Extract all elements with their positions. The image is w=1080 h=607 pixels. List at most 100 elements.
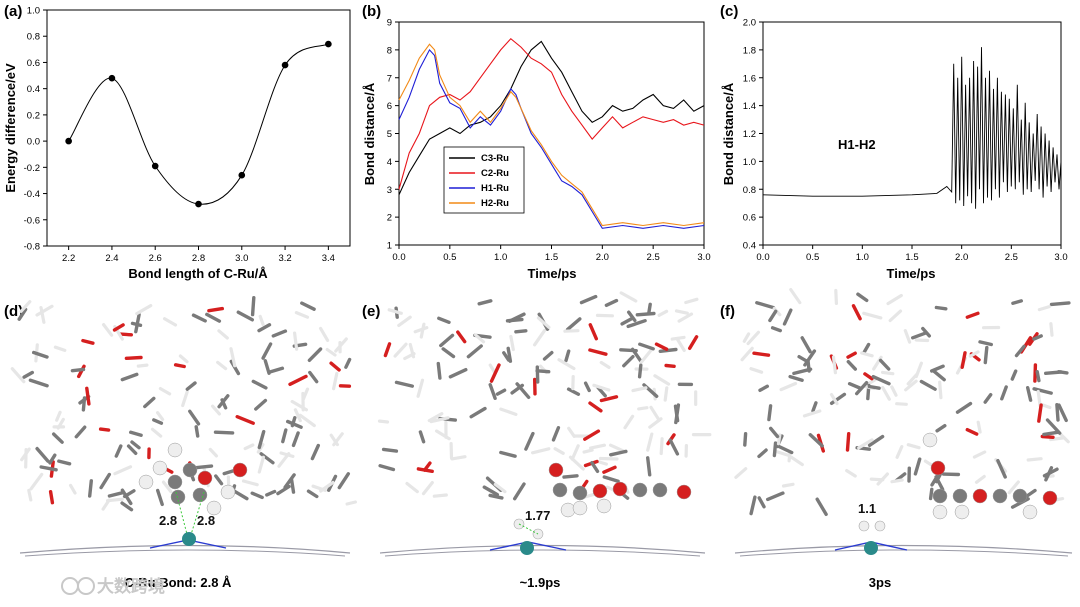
molecule-bond [505, 317, 524, 323]
atom [652, 482, 668, 498]
molecule-bond [749, 495, 757, 516]
atom [138, 474, 154, 490]
panel-d: (d) 2.8 2.8 C-Ru Bond: 2.8 Å [4, 296, 357, 590]
molecule-bond [250, 491, 264, 500]
molecule-bond [806, 359, 811, 373]
legend-label-c3-ru: C3-Ru [481, 153, 509, 164]
molecule-bond [289, 478, 296, 494]
molecule-bond [960, 351, 967, 369]
molecule-bond [254, 398, 268, 411]
molecule-bond [126, 444, 138, 455]
molecule-bond [429, 416, 450, 424]
series-line-c2-ru [398, 37, 705, 190]
molecule-bond [405, 481, 419, 494]
panel-label-c: (c) [720, 3, 738, 20]
molecule-bond [156, 411, 165, 421]
molecule-bond [811, 401, 818, 413]
y-axis-label-b: Bond distance/Å [362, 82, 377, 185]
panel-label-a: (a) [4, 3, 22, 20]
molecule-bond [118, 332, 134, 337]
data-point [108, 74, 116, 82]
graphene-sheet-f [734, 541, 1073, 557]
molecule-bond [688, 335, 699, 350]
atom [152, 460, 168, 476]
molecule-bond [381, 447, 399, 453]
molecule-bond [978, 340, 993, 347]
molecule-bond [265, 489, 277, 497]
molecule-bond [52, 432, 64, 444]
molecule-bond [772, 449, 791, 457]
molecule-bond [28, 378, 49, 388]
molecule-bond [281, 428, 288, 444]
molecule-bond [477, 299, 493, 306]
molecule-bond [306, 489, 319, 499]
molecule-bond [217, 329, 229, 340]
molecule-bond [413, 326, 429, 334]
molecule-bond [510, 383, 524, 395]
molecule-bond [530, 447, 551, 455]
molecule-bond [913, 457, 922, 476]
molecule-bond [684, 297, 699, 305]
molecule-bond [241, 479, 259, 487]
x-tick-label: 2.0 [955, 252, 968, 263]
x-tick-label: 3.0 [697, 252, 710, 263]
panel-label-d: (d) [4, 303, 23, 320]
molecule-bond [98, 427, 111, 432]
molecule-bond [378, 464, 396, 472]
y-tick-label: -0.4 [24, 189, 40, 200]
molecule-bond [39, 465, 58, 472]
atom [954, 504, 970, 520]
atom [572, 485, 588, 501]
panel-a: (a) 2.2 2.4 2.6 2.8 3.0 3.2 3.4 -0.8 -0.6 -0.4 -0.… [3, 3, 351, 281]
molecule-bond [211, 404, 221, 416]
molecule-bond [205, 312, 222, 323]
molecule-bond [598, 456, 619, 461]
y-tick-label: 0.6 [27, 58, 40, 69]
atom [932, 488, 948, 504]
molecule-bond [622, 355, 635, 368]
y-tick-label: 7 [387, 73, 392, 84]
molecule-bond [114, 444, 123, 458]
molecule-bond [846, 360, 857, 371]
molecule-bond [101, 498, 111, 511]
molecule-bond [308, 370, 319, 384]
molecule-bond [536, 316, 551, 329]
molecule-bond [1040, 434, 1055, 439]
y-tick-label: 1.0 [27, 6, 40, 17]
molecule-bond [588, 401, 603, 413]
molecule-bond [307, 347, 323, 362]
molecule-bond [635, 311, 656, 317]
molecule-bond [583, 429, 601, 441]
molecule-bond [294, 311, 310, 319]
molecule-bond [829, 392, 847, 405]
molecule-bond [128, 430, 143, 437]
atom [572, 500, 588, 516]
molecule-bond [878, 358, 891, 371]
molecule-bond [329, 361, 341, 372]
molecule-bond [1007, 480, 1020, 495]
y-tick-label: 1.2 [743, 129, 756, 140]
y-tick-label: 1.6 [743, 73, 756, 84]
molecule-bond [48, 490, 55, 505]
y-tick-label: 1.4 [743, 101, 756, 112]
molecule-bond [1035, 370, 1041, 383]
series-line-h2-ru [398, 43, 705, 227]
molecule-bond [845, 469, 857, 478]
atom [1022, 504, 1038, 520]
molecule-bond [583, 381, 591, 393]
molecule-bond [257, 323, 272, 333]
x-tick-label: 2.2 [62, 253, 75, 264]
molecule-bond [279, 451, 295, 458]
molecule-bond [325, 347, 337, 357]
molecule-bond [271, 329, 288, 338]
molecule-bond [81, 338, 95, 345]
distance-label-e: 1.77 [525, 508, 550, 523]
x-tick-label: 3.0 [235, 253, 248, 264]
molecule-bond [742, 332, 751, 343]
molecule-bond [599, 360, 611, 369]
data-point [325, 40, 332, 48]
molecule-bond [397, 315, 412, 327]
panel-label-b: (b) [362, 3, 381, 20]
molecule-bond [421, 481, 434, 496]
hydrogen-atom-f2 [874, 520, 886, 532]
